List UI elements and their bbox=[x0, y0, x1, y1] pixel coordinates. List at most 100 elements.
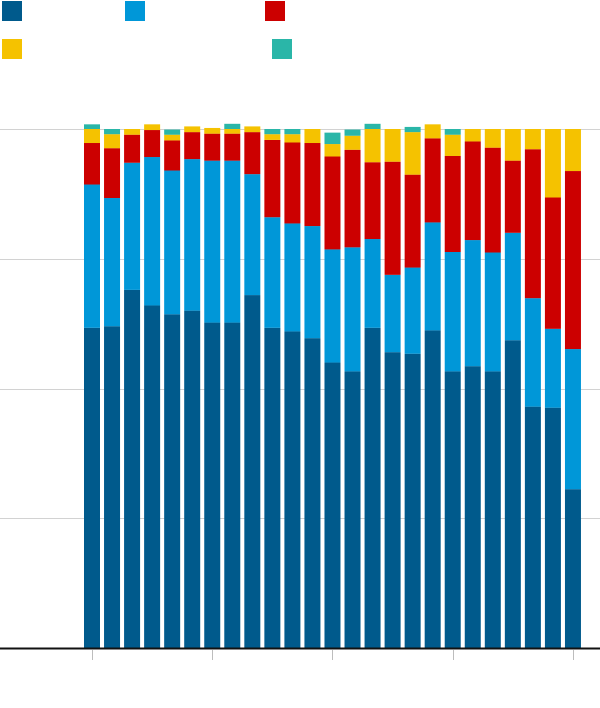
bar-segment-s5 bbox=[444, 129, 461, 135]
legend-swatch-3 bbox=[265, 1, 285, 21]
legend-swatch-4 bbox=[2, 39, 22, 59]
bar-stack-21 bbox=[484, 129, 501, 648]
bar-segment-s2 bbox=[84, 184, 100, 328]
bar-segment-s3 bbox=[384, 161, 401, 275]
bar-segment-s5 bbox=[344, 129, 361, 136]
bar-segment-s1 bbox=[84, 327, 100, 648]
bar-segment-s4 bbox=[204, 127, 221, 134]
bar-segment-s1 bbox=[224, 322, 241, 648]
bar-stack-5 bbox=[164, 129, 181, 648]
bar-segment-s1 bbox=[544, 407, 561, 648]
bar-segment-s2 bbox=[504, 232, 521, 341]
bar-segment-s2 bbox=[524, 298, 541, 407]
bar-segment-s3 bbox=[184, 132, 201, 160]
bar-segment-s4 bbox=[244, 126, 261, 133]
bar-segment-s1 bbox=[324, 362, 341, 648]
bar-segment-s3 bbox=[324, 156, 341, 250]
bar-segment-s3 bbox=[224, 133, 241, 161]
bar-stack-20 bbox=[464, 129, 481, 648]
bar-segment-s1 bbox=[144, 305, 161, 648]
bar-segment-s3 bbox=[84, 143, 100, 185]
bar-stack-11 bbox=[284, 129, 301, 648]
bar-segment-s2 bbox=[324, 249, 341, 363]
bar-stack-16 bbox=[384, 129, 401, 648]
bar-segment-s4 bbox=[164, 134, 181, 141]
bar-segment-s3 bbox=[424, 138, 441, 223]
bar-segment-s1 bbox=[364, 327, 381, 648]
bar-segment-s3 bbox=[364, 162, 381, 240]
bar-segment-s4 bbox=[144, 124, 161, 131]
bar-segment-s5 bbox=[404, 126, 421, 133]
bar-segment-s5 bbox=[84, 124, 100, 129]
bar-segment-s4 bbox=[544, 129, 561, 198]
bar-segment-s2 bbox=[444, 252, 461, 372]
bar-segment-s4 bbox=[104, 134, 121, 149]
bar-segment-s2 bbox=[424, 222, 441, 331]
bar-segment-s1 bbox=[344, 371, 361, 648]
bar-segment-s1 bbox=[284, 331, 301, 648]
bar-segment-s3 bbox=[204, 133, 221, 161]
bar-segment-s2 bbox=[484, 252, 501, 372]
bar-segment-s4 bbox=[484, 129, 501, 148]
bar-segment-s2 bbox=[304, 226, 321, 339]
bar-segment-s3 bbox=[164, 140, 181, 171]
bar-segment-s4 bbox=[444, 134, 461, 156]
bar-segment-s2 bbox=[184, 159, 201, 311]
bar-segment-s3 bbox=[464, 141, 481, 241]
bar-segment-s2 bbox=[544, 328, 561, 408]
bar-stack-24 bbox=[544, 129, 561, 648]
bar-segment-s4 bbox=[324, 144, 341, 157]
bar-segment-s4 bbox=[404, 132, 421, 175]
bar-segment-s3 bbox=[484, 147, 501, 253]
bar-segment-s4 bbox=[84, 129, 100, 144]
bar-segment-s1 bbox=[184, 310, 201, 648]
bar-segment-s3 bbox=[344, 149, 361, 248]
bar-segment-s2 bbox=[164, 170, 181, 315]
bar-segment-s3 bbox=[444, 155, 461, 252]
bar-segment-s4 bbox=[564, 129, 581, 172]
bar-segment-s5 bbox=[224, 123, 241, 129]
bar-segment-s3 bbox=[404, 174, 421, 268]
bar-segment-s1 bbox=[264, 327, 281, 648]
bar-segment-s4 bbox=[284, 134, 301, 143]
bar-segment-s4 bbox=[364, 129, 381, 163]
bar-segment-s4 bbox=[344, 135, 361, 150]
bar-stack-4 bbox=[144, 124, 161, 648]
bar-segment-s2 bbox=[244, 174, 261, 296]
bar-segment-s3 bbox=[244, 132, 261, 175]
bar-segment-s4 bbox=[504, 129, 521, 161]
bar-segment-s2 bbox=[284, 223, 301, 332]
bar-stack-7 bbox=[204, 127, 221, 648]
bar-stack-25 bbox=[564, 129, 581, 648]
bar-segment-s1 bbox=[384, 352, 401, 648]
bar-segment-s4 bbox=[304, 129, 321, 144]
bar-segment-s4 bbox=[384, 129, 401, 162]
bar-segment-s1 bbox=[244, 295, 261, 648]
bar-segment-s4 bbox=[464, 129, 481, 142]
bar-stack-6 bbox=[184, 126, 201, 648]
bar-segment-s3 bbox=[124, 134, 141, 163]
bar-segment-s1 bbox=[164, 314, 181, 648]
bar-stack-18 bbox=[424, 124, 441, 648]
bar-stack-1 bbox=[84, 124, 100, 648]
bar-segment-s2 bbox=[264, 217, 281, 328]
bar-stack-10 bbox=[264, 129, 281, 648]
x-axis bbox=[0, 647, 600, 660]
bar-segment-s1 bbox=[404, 353, 421, 648]
bar-segment-s1 bbox=[484, 371, 501, 648]
bar-stacks bbox=[84, 123, 581, 648]
bar-segment-s1 bbox=[124, 289, 141, 648]
bar-segment-s2 bbox=[564, 349, 581, 490]
bar-segment-s3 bbox=[544, 197, 561, 329]
bar-segment-s1 bbox=[104, 326, 121, 648]
bar-segment-s4 bbox=[264, 134, 281, 140]
bar-segment-s1 bbox=[564, 489, 581, 648]
bar-stack-19 bbox=[444, 129, 461, 648]
bar-segment-s5 bbox=[104, 129, 121, 135]
bar-segment-s1 bbox=[504, 340, 521, 648]
legend-swatch-1 bbox=[2, 1, 22, 21]
bar-stack-13 bbox=[324, 132, 341, 648]
bar-segment-s5 bbox=[284, 129, 301, 135]
bar-segment-s3 bbox=[504, 160, 521, 233]
